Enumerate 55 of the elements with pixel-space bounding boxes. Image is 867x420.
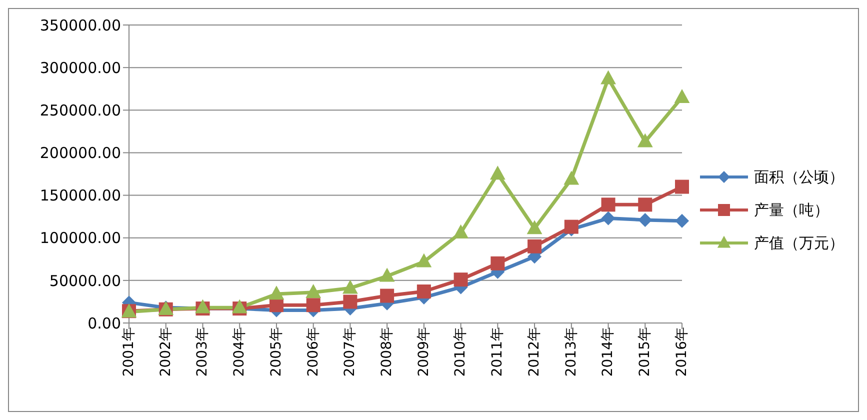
x-tick-label: 2006年 — [305, 327, 322, 377]
y-tick-label: 200000.00 — [40, 144, 121, 162]
y-tick-label: 150000.00 — [40, 186, 121, 205]
point — [306, 298, 320, 312]
x-tick-label: 2012年 — [526, 327, 542, 377]
point — [528, 239, 542, 254]
point — [232, 299, 248, 314]
x-tick-label: 2002年 — [158, 327, 174, 377]
point — [638, 212, 652, 227]
x-tick-label: 2003年 — [194, 327, 211, 377]
point — [268, 286, 284, 300]
y-tick-label: 250000.00 — [40, 101, 121, 120]
point — [637, 133, 653, 148]
x-tick-label: 2008年 — [379, 327, 396, 377]
y-tick-label: 0.00 — [88, 314, 121, 332]
legend-label: 面积（公顷） — [754, 168, 844, 186]
point — [526, 220, 542, 234]
point — [674, 88, 690, 103]
x-tick-label: 2001年 — [120, 327, 137, 377]
point — [564, 220, 578, 234]
point — [453, 224, 468, 238]
y-tick-label: 300000.00 — [40, 58, 121, 77]
point — [638, 198, 652, 212]
point — [454, 272, 468, 287]
x-tick-label: 2005年 — [268, 327, 284, 377]
point — [490, 256, 505, 270]
x-tick-label: 2014年 — [600, 327, 616, 377]
x-tick-label: 2016年 — [674, 327, 690, 377]
point — [195, 299, 210, 314]
y-tick-label: 100000.00 — [40, 229, 121, 248]
point — [416, 284, 431, 298]
legend-label: 产值（万元） — [754, 234, 844, 252]
point — [675, 180, 689, 194]
legend-label: 产量（吨） — [754, 200, 829, 220]
point — [343, 294, 358, 309]
point — [379, 268, 395, 282]
point — [490, 166, 506, 180]
x-tick-label: 2004年 — [232, 327, 248, 377]
y-tick-label: 50000.00 — [49, 272, 121, 290]
point — [601, 198, 616, 212]
x-tick-label: 2010年 — [452, 327, 469, 377]
point — [601, 211, 616, 226]
point — [600, 70, 616, 84]
point — [416, 253, 432, 268]
point — [380, 288, 394, 303]
point — [675, 214, 689, 228]
x-tick-label: 2013年 — [563, 327, 580, 377]
x-tick-label: 2007年 — [342, 327, 358, 377]
x-tick-label: 2011年 — [490, 327, 506, 377]
x-tick-label: 2015年 — [637, 327, 654, 377]
x-tick-label: 2009年 — [416, 327, 432, 377]
y-tick-label: 350000.00 — [40, 16, 121, 34]
point — [306, 284, 322, 298]
point — [564, 170, 580, 185]
point — [342, 280, 358, 294]
